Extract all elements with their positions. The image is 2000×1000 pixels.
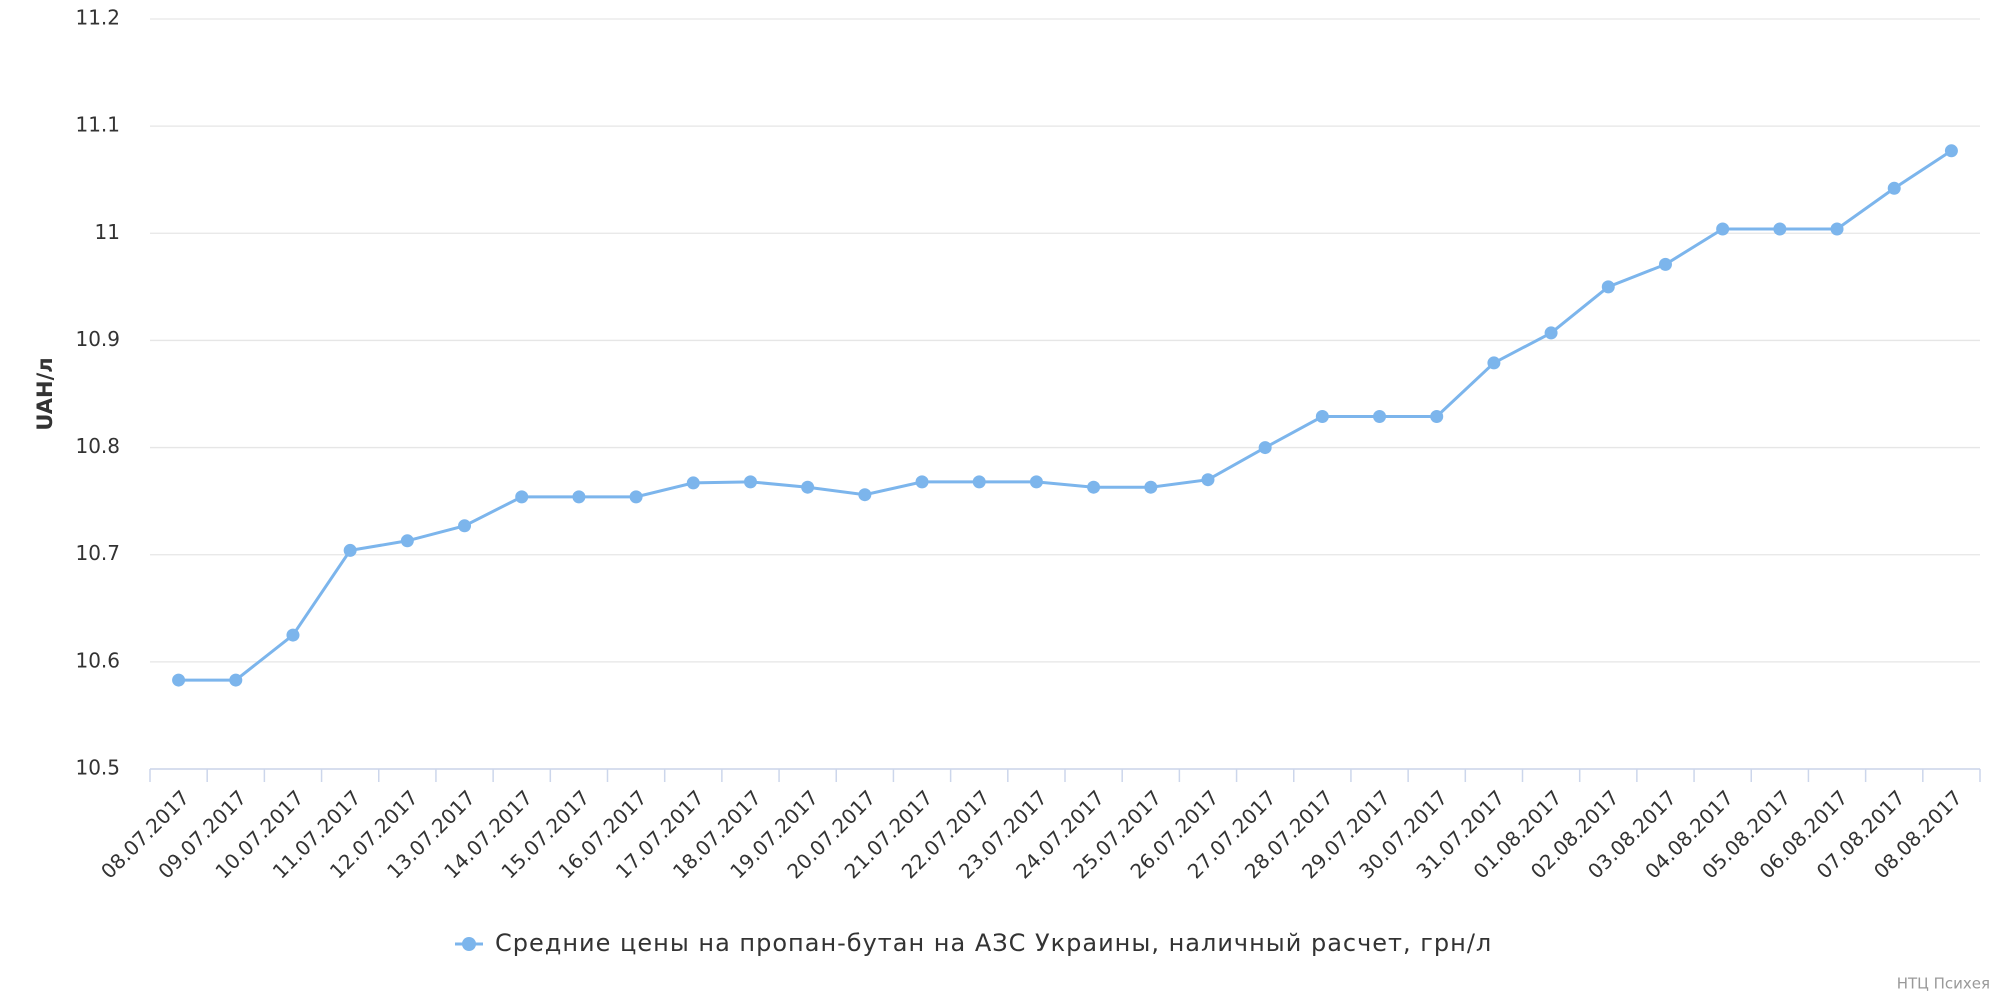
data-point — [1487, 356, 1501, 370]
data-point — [686, 476, 700, 490]
data-point — [1601, 280, 1615, 294]
y-tick-label: 10.5 — [75, 756, 120, 780]
credit: НТЦ Психея — [1897, 975, 1990, 993]
data-point — [1430, 410, 1444, 423]
data-point — [1201, 473, 1215, 487]
y-axis-label: UAH/л — [33, 357, 57, 430]
y-tick-label: 10.6 — [75, 648, 120, 672]
data-point — [229, 673, 243, 687]
data-point — [172, 673, 186, 687]
data-point — [1258, 441, 1272, 455]
data-point — [972, 475, 986, 489]
data-point — [1373, 410, 1387, 423]
data-point — [572, 490, 586, 504]
data-point — [629, 490, 643, 504]
data-point — [400, 534, 414, 548]
data-point — [458, 519, 472, 533]
y-tick-label: 11.1 — [75, 113, 120, 137]
data-point — [858, 488, 872, 502]
data-point — [286, 628, 300, 642]
y-tick-label: 11 — [95, 220, 120, 244]
data-point — [915, 475, 929, 489]
legend-marker — [462, 937, 476, 951]
data-point — [743, 475, 757, 489]
data-point — [1830, 222, 1844, 236]
data-point — [1544, 326, 1558, 340]
data-point — [1087, 480, 1101, 494]
data-point — [1315, 410, 1329, 423]
y-tick-label: 11.2 — [75, 6, 120, 30]
data-point — [1944, 144, 1958, 158]
data-point — [1029, 475, 1043, 489]
y-tick-label: 10.9 — [75, 327, 120, 351]
y-tick-label: 10.7 — [75, 541, 120, 565]
data-point — [801, 480, 815, 494]
data-point — [1887, 181, 1901, 195]
data-point — [343, 543, 357, 557]
data-point — [1773, 222, 1787, 236]
legend-label: Средние цены на пропан-бутан на АЗС Укра… — [495, 929, 1492, 957]
y-tick-label: 10.8 — [75, 434, 120, 458]
data-point — [515, 490, 529, 504]
data-point — [1716, 222, 1730, 236]
series-line — [178, 149, 1953, 682]
data-point — [1144, 480, 1158, 494]
data-point — [1658, 257, 1672, 271]
